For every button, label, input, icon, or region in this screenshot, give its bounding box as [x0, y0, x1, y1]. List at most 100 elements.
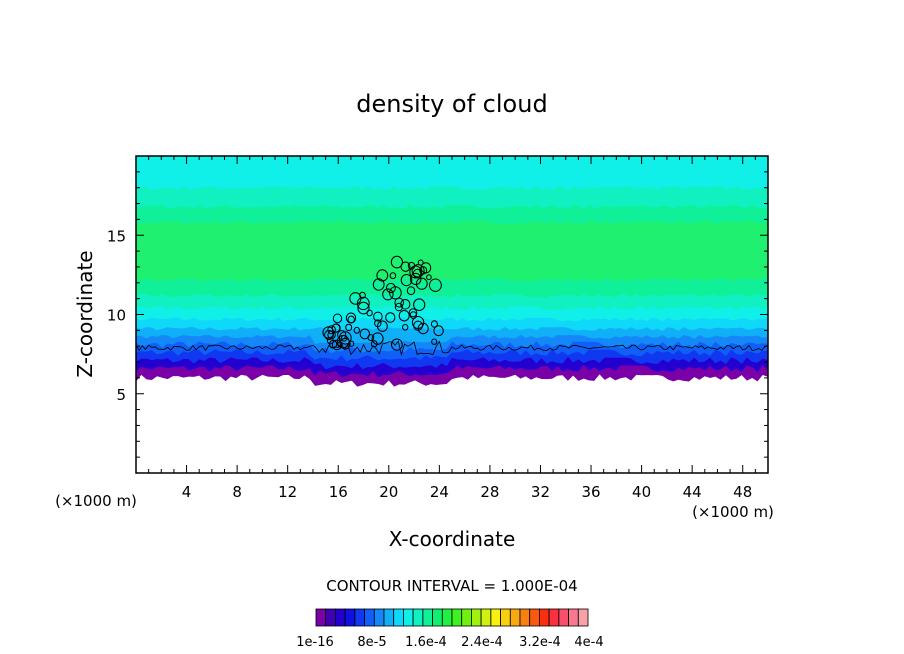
contour-cell: [345, 312, 357, 324]
contour-cell: [337, 341, 343, 348]
x-tick-label: 4: [182, 483, 192, 501]
contour-cell: [372, 278, 385, 291]
contour-cell: [345, 323, 353, 332]
x-tick-label: 24: [430, 483, 449, 501]
contour-cell: [430, 320, 438, 328]
contour-cell: [429, 278, 442, 292]
colorbar-label: 2.4e-4: [461, 635, 503, 650]
contour-cell: [367, 334, 375, 342]
colorbar-swatch: [490, 608, 502, 627]
colorbar-swatch: [354, 608, 366, 627]
colorbar-swatch: [529, 608, 540, 627]
contour-cell: [359, 328, 370, 340]
contour-cell: [433, 325, 444, 337]
contour-cell: [353, 326, 360, 334]
contour-cell: [340, 335, 348, 342]
colorbar-swatch: [315, 608, 327, 627]
contour-cell: [409, 311, 418, 320]
x-tick-label: 40: [632, 483, 651, 501]
y-axis: 5 10 15: [107, 171, 768, 458]
colorbar-swatch: [480, 608, 492, 627]
x-tick-label: 36: [581, 483, 600, 501]
contour-cell: [390, 255, 403, 269]
contour-cell: [426, 274, 432, 281]
colorbar-swatch: [568, 608, 579, 627]
x-tick-label: 44: [683, 483, 702, 501]
contour-cell: [409, 272, 422, 286]
contour-cell: [338, 331, 352, 345]
colorbar-swatch: [461, 608, 472, 627]
chart-title: density of cloud: [356, 90, 547, 118]
contour-cell: [371, 332, 384, 345]
contour-cell: [413, 298, 426, 312]
contour-cell: [339, 337, 351, 350]
contour-cell: [413, 320, 424, 331]
contour-cell: [415, 277, 428, 290]
contour-cell: [391, 338, 403, 351]
colorbar-swatch: [539, 608, 550, 627]
x-tick-label: 16: [329, 483, 348, 501]
contour-cell: [385, 312, 396, 323]
colorbar-label: 3.2e-4: [519, 635, 561, 650]
contour-cell: [386, 282, 396, 294]
colorbar-label: 1e-16: [296, 635, 334, 650]
x-unit-left: (×1000 m): [55, 492, 137, 510]
contour-lines: [136, 255, 768, 357]
colorbar-swatch: [334, 608, 346, 627]
contour-interval-text: CONTOUR INTERVAL = 1.000E-04: [326, 577, 577, 595]
y-tick-label: 5: [116, 386, 126, 404]
contour-cell: [357, 301, 370, 315]
contour-cell: [322, 326, 335, 339]
colorbar-swatch: [383, 608, 395, 627]
contour-line: [136, 340, 768, 357]
density-band: [136, 156, 768, 190]
colorbar-label: 4e-4: [574, 635, 603, 650]
colorbar-swatch: [402, 608, 414, 627]
contour-cell: [400, 274, 413, 287]
contour-cell: [389, 272, 397, 280]
colorbar-swatch: [441, 608, 453, 627]
x-tick-label: 8: [232, 483, 242, 501]
contour-cell: [332, 313, 343, 324]
contour-cell: [400, 299, 411, 310]
contour-cell: [327, 325, 336, 335]
cloud-density-field: [136, 156, 768, 387]
contour-cell: [394, 302, 403, 312]
colorbar-labels: 1e-16 8e-5 1.6e-4 2.4e-4 3.2e-4 4e-4: [296, 635, 603, 650]
colorbar-label: 8e-5: [357, 635, 386, 650]
x-tick-label: 12: [278, 483, 297, 501]
x-axis-label: X-coordinate: [389, 527, 516, 551]
colorbar-swatch: [509, 608, 521, 627]
contour-cell: [359, 291, 366, 299]
y-tick-label: 15: [107, 227, 126, 245]
colorbar-swatch: [344, 608, 356, 627]
contour-cell: [431, 338, 438, 345]
colorbar: [315, 608, 589, 627]
contour-cell: [402, 324, 409, 331]
colorbar-swatch: [548, 608, 560, 627]
colorbar-swatch: [500, 608, 511, 627]
contour-cell: [348, 340, 355, 347]
contour-cell: [408, 308, 418, 318]
contour-cell: [327, 330, 336, 340]
colorbar-swatch: [432, 608, 443, 627]
contour-cell: [398, 310, 410, 322]
contour-cell: [331, 323, 341, 333]
colorbar-swatch: [373, 608, 385, 627]
x-tick-label: 48: [733, 483, 752, 501]
colorbar-swatch: [577, 608, 589, 627]
contour-cell: [411, 264, 425, 278]
contour-cell: [377, 320, 388, 332]
y-axis-label: Z-coordinate: [73, 250, 97, 377]
y-tick-label: 10: [107, 307, 126, 325]
colorbar-swatch: [325, 608, 336, 627]
x-axis: 4 8 12 16 20 24 28 32 36 40 44 48: [148, 156, 756, 501]
x-tick-label: 28: [480, 483, 499, 501]
colorbar-swatch: [451, 608, 463, 627]
colorbar-swatch: [558, 608, 570, 627]
contour-cell: [382, 288, 394, 301]
colorbar-swatch: [519, 608, 531, 627]
contour-cell: [406, 286, 416, 296]
colorbar-swatch: [470, 608, 482, 627]
colorbar-swatch: [412, 608, 424, 627]
